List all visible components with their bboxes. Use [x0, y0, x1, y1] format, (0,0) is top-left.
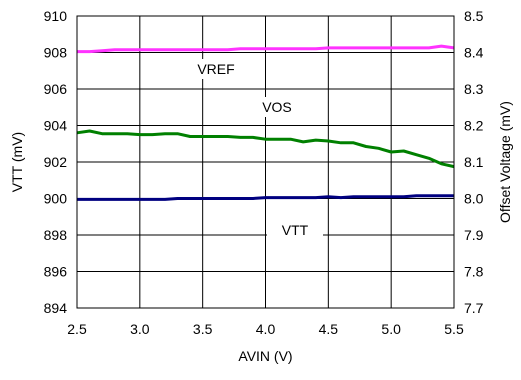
- series-label-bg: [267, 220, 323, 240]
- y-axis-right-title: Offset Voltage (mV): [497, 101, 513, 223]
- y-right-tick-label: 8.1: [464, 154, 484, 170]
- series-label-vos: VOS: [262, 99, 292, 115]
- series-label-bg: [249, 97, 305, 117]
- y-right-tick-label: 8.0: [464, 191, 484, 207]
- series-label-bg: [183, 59, 249, 79]
- series-label-vtt: VTT: [282, 222, 309, 238]
- y-right-tick-label: 7.9: [464, 227, 484, 243]
- y-left-tick-label: 902: [44, 154, 68, 170]
- y-left-tick-label: 908: [44, 45, 68, 61]
- plot-border: [76, 15, 455, 309]
- x-tick-label: 2.5: [67, 321, 87, 337]
- y-axis-left-title: VTT (mV): [9, 132, 25, 192]
- y-left-tick-label: 910: [44, 8, 68, 24]
- series-label-vref: VREF: [197, 61, 234, 77]
- y-right-tick-label: 7.7: [464, 300, 484, 316]
- y-left-tick-label: 904: [44, 118, 68, 134]
- y-left-tick-label: 898: [44, 227, 68, 243]
- x-tick-label: 3.0: [130, 321, 150, 337]
- series-labels: VREF VOS VTT: [183, 59, 323, 240]
- y-right-tick-label: 8.4: [464, 45, 484, 61]
- series-line-vref: [77, 44, 455, 54]
- series-line-vos: [76, 129, 455, 169]
- y-left-tick-label: 896: [44, 264, 68, 280]
- x-tick-label: 4.5: [319, 321, 339, 337]
- y-left-tick-label: 900: [44, 191, 68, 207]
- x-tick-label: 5.5: [444, 321, 464, 337]
- series-line-vtt: [77, 194, 454, 201]
- tick-labels: 2.5 3.0 3.5 4.0 4.5 5.0 5.5 894 896 898 900 902 904 9…: [44, 8, 484, 337]
- y-left-tick-label: 906: [44, 81, 68, 97]
- y-right-tick-label: 8.5: [464, 8, 484, 24]
- y-right-tick-label: 8.2: [464, 118, 484, 134]
- y-right-tick-label: 7.8: [464, 264, 484, 280]
- x-axis-title: AVIN (V): [238, 348, 292, 364]
- y-right-tick-label: 8.3: [464, 81, 484, 97]
- x-tick-label: 4.0: [256, 321, 276, 337]
- y-left-tick-label: 894: [44, 300, 68, 316]
- x-tick-label: 3.5: [193, 321, 213, 337]
- x-tick-label: 5.0: [381, 321, 401, 337]
- series-lines: [76, 44, 455, 201]
